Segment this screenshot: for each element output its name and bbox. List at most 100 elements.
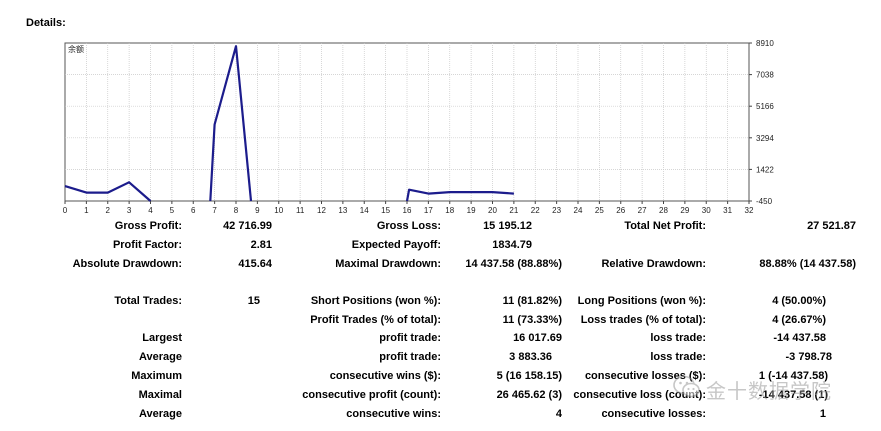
- x-tick-label: 24: [574, 206, 583, 215]
- x-tick-label: 12: [317, 206, 326, 215]
- x-tick-label: 17: [424, 206, 433, 215]
- stat-label: Average: [138, 351, 182, 363]
- x-tick-label: 23: [552, 206, 561, 215]
- balance-line: [64, 181, 152, 202]
- stat-label: consecutive losses:: [601, 408, 706, 420]
- x-tick-label: 8: [234, 206, 239, 215]
- x-tick-label: 3: [127, 206, 132, 215]
- x-tick-label: 22: [531, 206, 540, 215]
- stat-value: 11 (81.82%): [502, 295, 562, 307]
- x-tick-label: 13: [338, 206, 347, 215]
- stat-label: profit trade:: [379, 332, 441, 344]
- x-tick-label: 2: [106, 206, 111, 215]
- x-tick-label: 15: [381, 206, 390, 215]
- x-tick-label: 19: [467, 206, 476, 215]
- stat-label: loss trade:: [650, 332, 706, 344]
- y-tick-label: 1422: [756, 165, 774, 174]
- stat-value: -14 437.58 (1): [758, 389, 828, 401]
- stat-value: 26 465.62 (3): [496, 389, 562, 401]
- stat-value: 1834.79: [492, 239, 532, 251]
- stat-value: 415.64: [238, 258, 272, 270]
- details-title: Details:: [26, 17, 66, 29]
- balance-line: [405, 188, 514, 202]
- x-tick-label: 14: [360, 206, 369, 215]
- y-tick-label: 5166: [756, 102, 774, 111]
- stat-label: Average: [138, 408, 182, 420]
- x-tick-label: 27: [638, 206, 647, 215]
- x-tick-label: 21: [509, 206, 518, 215]
- x-tick-label: 28: [659, 206, 668, 215]
- watermark-text: 金十数据学院: [706, 379, 832, 403]
- stat-value: 2.81: [250, 239, 272, 251]
- x-tick-label: 29: [680, 206, 689, 215]
- x-tick-label: 1: [84, 206, 89, 215]
- stat-label: Maximal: [138, 389, 182, 401]
- balance-chart: 0 1 2 3 4 5 6 7 8 9 10 11 12 13 14 15 16 17 18 19 20 21 22 23 24…: [63, 39, 775, 215]
- stat-value: -3 798.78: [785, 351, 832, 363]
- x-tick-label: 32: [745, 206, 754, 215]
- balance-line: [209, 45, 253, 202]
- watermark: 金十数据学院: [672, 373, 862, 403]
- stat-value: 88.88% (14 437.58): [759, 258, 856, 270]
- x-tick-label: 10: [274, 206, 283, 215]
- y-tick-label: 3294: [756, 134, 774, 143]
- stat-value: 15 195.12: [483, 220, 532, 232]
- x-tick-label: 9: [255, 206, 260, 215]
- stat-label: Profit Factor:: [112, 239, 182, 251]
- stat-label: Profit Trades (% of total):: [310, 314, 441, 326]
- x-tick-label: 16: [403, 206, 412, 215]
- stat-label: consecutive losses ($):: [584, 370, 706, 382]
- x-tick-label: 20: [488, 206, 497, 215]
- stat-label: Gross Profit:: [114, 220, 182, 232]
- stat-label: Short Positions (won %):: [310, 295, 441, 307]
- stat-value: 14 437.58 (88.88%): [465, 258, 562, 270]
- x-tick-label: 5: [170, 206, 175, 215]
- stat-label: Relative Drawdown:: [601, 258, 706, 270]
- stat-value: 27 521.87: [807, 220, 856, 232]
- stat-label: Total Trades:: [114, 295, 182, 307]
- stat-label: consecutive profit (count):: [302, 389, 441, 401]
- stat-label: loss trade:: [650, 351, 706, 363]
- stat-value: 42 716.99: [223, 220, 272, 232]
- stat-value: -14 437.58: [773, 332, 826, 344]
- stat-label: consecutive wins ($):: [329, 370, 441, 382]
- stat-label: Maximal Drawdown:: [335, 258, 441, 270]
- x-tick-label: 30: [702, 206, 711, 215]
- x-tick-label: 18: [445, 206, 454, 215]
- x-tick-label: 4: [148, 206, 153, 215]
- x-tick-label: 0: [63, 206, 68, 215]
- stat-label: Long Positions (won %):: [577, 295, 706, 307]
- x-tick-label: 31: [723, 206, 732, 215]
- stat-value: 1: [819, 408, 826, 420]
- stat-label: consecutive loss (count):: [573, 389, 706, 401]
- y-tick-label: 8910: [756, 39, 774, 48]
- chart-title: 余额: [68, 44, 84, 54]
- balance-chart-svg: 0 1 2 3 4 5 6 7 8 9 10 11 12 13 14 15 16 17 18 19 20 21 22 23 24…: [63, 39, 775, 215]
- stat-label: consecutive wins:: [346, 408, 441, 420]
- stat-value: 11 (73.33%): [502, 314, 562, 326]
- stat-value: 4 (26.67%): [772, 314, 826, 326]
- stat-label: Absolute Drawdown:: [72, 258, 182, 270]
- stat-label: Total Net Profit:: [624, 220, 706, 232]
- stat-value: 16 017.69: [513, 332, 562, 344]
- y-tick-label: 7038: [756, 71, 774, 80]
- x-tick-label: 26: [616, 206, 625, 215]
- stat-value: 4 (50.00%): [772, 295, 826, 307]
- x-tick-label: 25: [595, 206, 604, 215]
- x-tick-label: 11: [296, 206, 305, 215]
- stat-value: 3 883.36: [509, 351, 552, 363]
- y-tick-label: -450: [756, 197, 773, 206]
- stat-label: Gross Loss:: [376, 220, 441, 232]
- stat-value: 4: [555, 408, 562, 420]
- x-tick-label: 6: [191, 206, 196, 215]
- stat-label: Loss trades (% of total):: [580, 314, 706, 326]
- stat-value: 15: [247, 295, 260, 307]
- stat-label: Maximum: [131, 370, 182, 382]
- stat-value: 5 (16 158.15): [496, 370, 562, 382]
- x-tick-label: 7: [212, 206, 217, 215]
- stat-value: 1 (-14 437.58): [758, 370, 828, 382]
- stat-label: Expected Payoff:: [351, 239, 441, 251]
- stat-label: profit trade:: [379, 351, 441, 363]
- stat-label: Largest: [142, 332, 182, 344]
- wechat-icon: [673, 375, 700, 398]
